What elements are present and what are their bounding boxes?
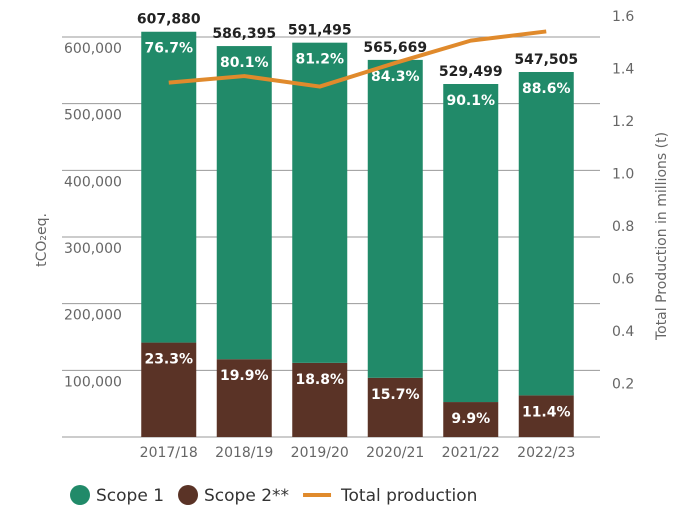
y2-axis-label: Total Production in millions (t) (654, 132, 670, 341)
bar-segment (443, 84, 499, 403)
y-tick-label: 100,000 (64, 374, 122, 390)
bar-segment (216, 46, 272, 360)
y2-tick-label: 0.6 (612, 272, 634, 288)
percent-label: 76.7% (144, 41, 193, 57)
percent-label: 15.7% (371, 387, 420, 403)
percent-label: 80.1% (220, 55, 269, 71)
x-tick-label: 2022/23 (517, 445, 575, 461)
y2-tick-label: 1.6 (612, 9, 634, 25)
bar-segment (141, 31, 197, 343)
legend-label: Total production (340, 486, 477, 506)
bar-segment (141, 342, 197, 437)
y-tick-label: 600,000 (64, 41, 122, 57)
percent-label: 88.6% (522, 81, 571, 97)
percent-label: 9.9% (451, 411, 490, 427)
percent-label: 23.3% (144, 352, 193, 368)
x-tick-label: 2021/22 (442, 445, 500, 461)
total-label: 565,669 (363, 40, 427, 56)
percent-label: 18.8% (295, 372, 344, 388)
bar-segment (443, 402, 499, 437)
x-tick-label: 2017/18 (140, 445, 198, 461)
y2-tick-label: 1.0 (612, 167, 634, 183)
bar-segment (518, 395, 574, 437)
legend-swatch (178, 485, 199, 505)
y2-tick-label: 0.8 (612, 219, 634, 235)
percent-label: 19.9% (220, 368, 269, 384)
legend-swatch (70, 485, 90, 505)
bar-segment (216, 359, 272, 437)
total-label: 586,395 (212, 26, 276, 42)
y-tick-label: 400,000 (64, 174, 122, 190)
percent-label: 90.1% (446, 93, 495, 109)
legend-label: Scope 1 (96, 486, 164, 506)
x-tick-label: 2020/21 (366, 445, 424, 461)
percent-label: 84.3% (371, 69, 420, 85)
total-label: 591,495 (288, 23, 352, 39)
y-tick-label: 300,000 (64, 241, 122, 257)
y2-tick-label: 1.4 (612, 62, 634, 78)
y2-tick-label: 0.2 (612, 377, 634, 393)
x-tick-label: 2019/20 (291, 445, 349, 461)
line (168, 29, 547, 89)
bar-segment (518, 71, 574, 396)
bar-segment (367, 377, 423, 437)
y-tick-label: 200,000 (64, 308, 122, 324)
total-label: 529,499 (439, 64, 503, 80)
bar-segment (292, 42, 348, 363)
percent-label: 81.2% (295, 52, 344, 68)
legend-label: Scope 2** (204, 486, 289, 506)
y-tick-label: 500,000 (64, 108, 122, 124)
x-tick-label: 2018/19 (215, 445, 273, 461)
bar-segment (292, 362, 348, 437)
y2-tick-label: 1.2 (612, 114, 634, 130)
percent-label: 11.4% (522, 404, 571, 420)
total-label: 607,880 (137, 12, 201, 28)
total-label: 547,505 (514, 52, 578, 68)
y-axis-label: tCO₂eq. (34, 213, 50, 267)
y2-tick-label: 0.4 (612, 324, 634, 340)
bar-segment (367, 59, 423, 378)
